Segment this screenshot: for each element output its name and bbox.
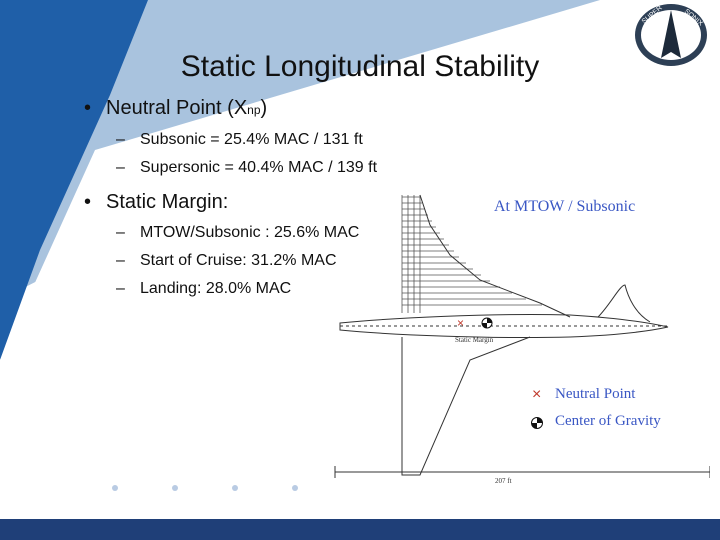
bullet-neutral-point: • Neutral Point (Xnp): [84, 97, 267, 120]
dash-symbol: –: [116, 159, 125, 176]
upper-wing-outline: [419, 194, 571, 318]
sub-bullet-mtow: – MTOW/Subsonic : 25.6% MAC: [116, 224, 359, 242]
cg-legend-label: Center of Gravity: [555, 413, 661, 429]
tail-outline: [597, 284, 651, 323]
fuselage-outline: [339, 314, 669, 339]
sub-bullet-text: Landing: 28.0% MAC: [140, 280, 292, 297]
dash-symbol: –: [116, 131, 125, 148]
neutral-point-legend-icon: ×: [532, 386, 542, 403]
swoosh-dark: [0, 0, 148, 360]
sub-bullet-text: Start of Cruise: 31.2% MAC: [140, 252, 337, 269]
sub-bullet-subsonic: – Subsonic = 25.4% MAC / 131 ft: [116, 131, 363, 149]
lower-wing-outline: [401, 336, 531, 476]
neutral-point-marker: ×: [457, 316, 464, 330]
dot: [292, 485, 298, 491]
swoosh-light: [0, 0, 610, 300]
center-of-gravity-marker: [481, 317, 493, 329]
sub-bullet-supersonic: – Supersonic = 40.4% MAC / 139 ft: [116, 159, 377, 177]
bullet-subscript: np: [247, 103, 261, 117]
figure-caption: At MTOW / Subsonic: [494, 198, 636, 215]
supersonix-logo: SUPER SONIX: [635, 4, 707, 66]
dot: [112, 485, 118, 491]
aircraft-planform-drawing: × Static Margin 207 ft: [334, 194, 710, 485]
dot: [232, 485, 238, 491]
dot: [172, 485, 178, 491]
dash-symbol: –: [116, 224, 125, 241]
sub-bullet-text: Supersonic = 40.4% MAC / 139 ft: [140, 159, 378, 176]
bullet-static-margin: • Static Margin:: [84, 191, 228, 214]
bullet-symbol: •: [84, 191, 92, 213]
bullet-text-end: ): [260, 97, 268, 119]
dash-symbol: –: [116, 252, 125, 269]
bullet-text: Neutral Point (X: [106, 97, 248, 119]
static-margin-label: Static Margin: [455, 336, 494, 344]
slide-title: Static Longitudinal Stability: [180, 50, 540, 83]
bullet-symbol: •: [84, 97, 92, 119]
sub-bullet-cruise: – Start of Cruise: 31.2% MAC: [116, 252, 337, 270]
sub-bullet-landing: – Landing: 28.0% MAC: [116, 280, 291, 298]
neutral-point-legend-label: Neutral Point: [555, 386, 636, 402]
wing-hatching: [401, 195, 542, 313]
dash-symbol: –: [116, 280, 125, 297]
span-dimension-label: 207 ft: [495, 477, 512, 485]
sub-bullet-text: MTOW/Subsonic : 25.6% MAC: [140, 224, 360, 241]
sub-bullet-text: Subsonic = 25.4% MAC / 131 ft: [140, 131, 363, 148]
footer-bar: [0, 519, 720, 540]
bullet-text: Static Margin:: [106, 191, 229, 213]
cg-legend-icon: [531, 417, 543, 429]
